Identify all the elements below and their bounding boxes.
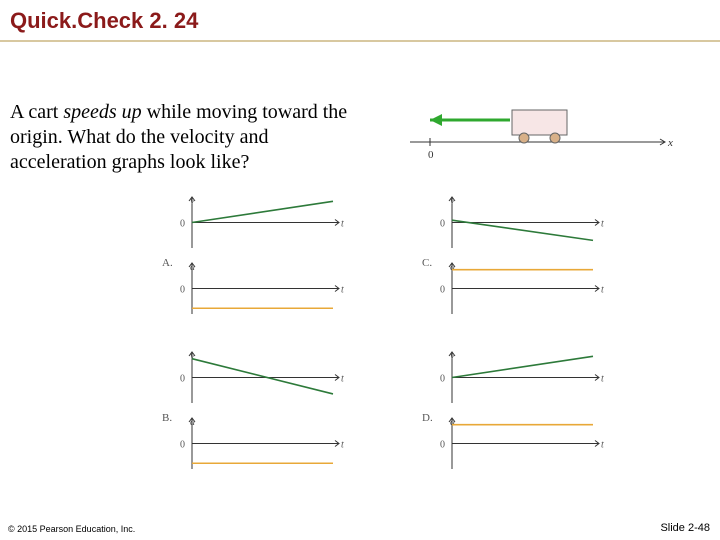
option-B[interactable]: 0tvB.0ta — [170, 350, 400, 482]
svg-text:t: t — [341, 285, 344, 296]
cart-svg: 0x — [400, 100, 680, 170]
option-C[interactable]: 0tvC.0ta — [430, 195, 660, 327]
velocity-graph-C: 0 t v — [430, 195, 610, 253]
title-divider — [0, 40, 720, 42]
svg-text:x: x — [667, 137, 673, 149]
svg-text:0: 0 — [440, 285, 445, 296]
question-italic: speeds up — [63, 101, 141, 123]
svg-text:a: a — [450, 262, 455, 273]
svg-text:0: 0 — [180, 374, 185, 385]
question-text: A cart speeds up while moving toward the… — [0, 52, 380, 175]
velocity-graph-A: 0 t v — [170, 195, 350, 253]
svg-text:0: 0 — [180, 219, 185, 230]
svg-text:0: 0 — [440, 219, 445, 230]
svg-text:v: v — [190, 196, 195, 207]
svg-text:a: a — [190, 417, 195, 428]
svg-text:v: v — [450, 196, 455, 207]
svg-text:v: v — [190, 351, 195, 362]
svg-text:0: 0 — [180, 285, 185, 296]
svg-text:t: t — [601, 374, 604, 385]
question-prefix: A cart — [10, 101, 63, 123]
svg-text:0: 0 — [440, 374, 445, 385]
answer-options: 0tvA.0ta0tvB.0ta0tvC.0ta0tvD.0ta — [170, 195, 690, 505]
option-A[interactable]: 0tvA.0ta — [170, 195, 400, 327]
svg-text:t: t — [601, 285, 604, 296]
option-D[interactable]: 0tvD.0ta — [430, 350, 660, 482]
svg-text:t: t — [341, 440, 344, 451]
svg-text:t: t — [601, 440, 604, 451]
svg-text:0: 0 — [428, 149, 434, 161]
slide-title: Quick.Check 2. 24 — [10, 8, 710, 34]
svg-text:a: a — [190, 262, 195, 273]
svg-text:v: v — [450, 351, 455, 362]
acceleration-graph-B: 0 t a — [170, 416, 350, 474]
acceleration-graph-A: 0 t a — [170, 261, 350, 319]
velocity-graph-D: 0 t v — [430, 350, 610, 408]
svg-text:0: 0 — [180, 440, 185, 451]
svg-text:t: t — [601, 219, 604, 230]
svg-text:t: t — [341, 219, 344, 230]
copyright-text: © 2015 Pearson Education, Inc. — [8, 524, 135, 534]
velocity-graph-B: 0 t v — [170, 350, 350, 408]
slide-header: Quick.Check 2. 24 — [0, 0, 720, 38]
svg-text:t: t — [341, 374, 344, 385]
svg-text:a: a — [450, 417, 455, 428]
cart-diagram: 0x — [400, 100, 680, 170]
acceleration-graph-D: 0 t a — [430, 416, 610, 474]
acceleration-graph-C: 0 t a — [430, 261, 610, 319]
slide-number: Slide 2-48 — [660, 522, 710, 534]
svg-text:0: 0 — [440, 440, 445, 451]
